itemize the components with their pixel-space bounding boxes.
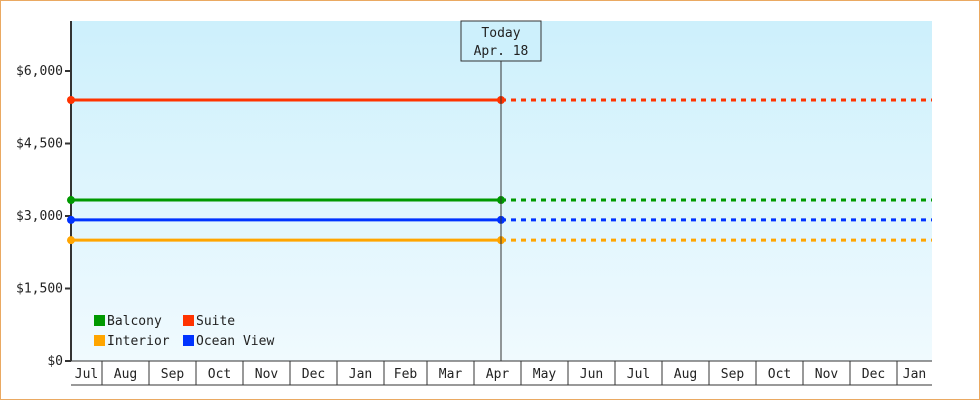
data-point [67,215,75,224]
x-tick-label: Nov [255,367,279,382]
data-point [67,96,75,104]
x-tick-label: Aug [674,367,697,382]
today-date: Apr. 18 [474,44,529,59]
data-point [67,196,75,205]
legend: Balcony Suite Interior Ocean View [94,314,274,349]
legend-label: Ocean View [196,334,274,349]
series-ocean-view [67,215,932,224]
series-interior [67,236,932,245]
x-tick-label: Jan [903,367,926,382]
y-tick-label: $6,000 [16,64,63,79]
x-tick-label: Feb [394,367,418,382]
y-tick-label: $0 [47,354,63,369]
x-tick-label: May [533,367,557,382]
today-marker: Today Apr. 18 [460,20,542,361]
x-tick-label: Jul [627,367,650,382]
y-tick-label: $1,500 [16,282,63,297]
legend-swatch [183,315,194,326]
legend-label: Interior [107,334,170,349]
x-tick-label: Dec [862,367,885,382]
today-label: Today [481,26,520,41]
legend-swatch [94,335,105,346]
x-tick-label: Jun [580,367,603,382]
legend-swatch [94,315,105,326]
x-tick-label: Sep [161,367,185,382]
x-tick-label: Sep [721,367,745,382]
x-tick-label: Oct [208,367,231,382]
legend-label: Balcony [107,314,162,329]
x-tick-label: Aug [114,367,137,382]
x-tick-label: Mar [439,367,463,382]
x-tick-label: Jul [75,367,98,382]
legend-swatch [183,335,194,346]
legend-label: Suite [196,314,235,329]
x-tick-label: Apr [486,367,510,382]
y-tick-label: $4,500 [16,137,63,152]
data-point [67,236,75,245]
y-tick-label: $3,000 [16,209,63,224]
x-tick-label: Jan [349,367,372,382]
x-tick-label: Nov [815,367,839,382]
x-tick-label: Dec [302,367,325,382]
x-tick-label: Oct [768,367,791,382]
